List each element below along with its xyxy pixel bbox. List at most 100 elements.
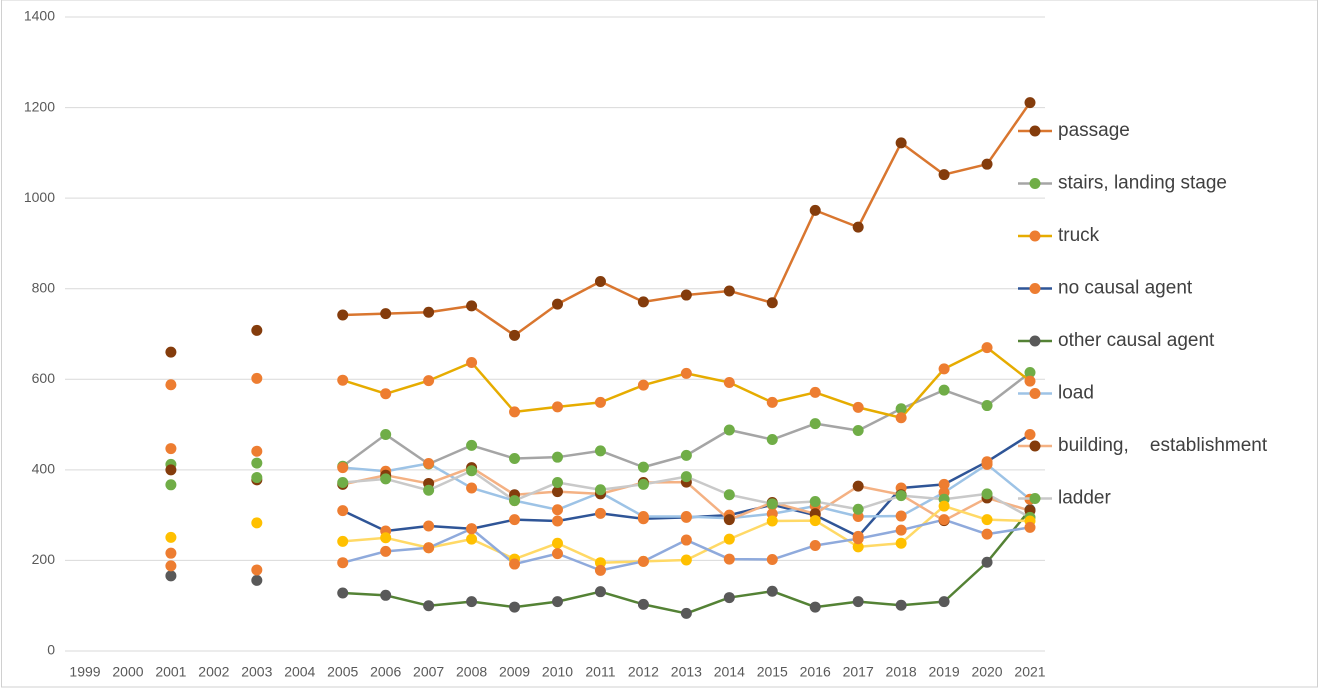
x-tick-label: 2017 (843, 664, 874, 680)
legend-marker (1029, 283, 1041, 294)
data-point (552, 596, 563, 608)
data-point (552, 451, 563, 463)
x-tick-label: 1999 (69, 664, 100, 680)
data-point (466, 533, 478, 545)
data-point (895, 537, 907, 549)
x-tick-label: 2021 (1014, 664, 1045, 680)
x-tick-label: 2011 (585, 664, 615, 680)
data-point (509, 558, 521, 570)
data-point (380, 545, 392, 557)
x-tick-label: 2018 (886, 664, 917, 680)
data-point (981, 458, 993, 470)
data-point (594, 557, 606, 569)
data-point (852, 503, 864, 515)
data-point (766, 498, 778, 510)
x-tick-label: 2016 (800, 664, 831, 680)
data-point (809, 515, 821, 527)
data-point (552, 548, 563, 560)
data-point (337, 309, 349, 321)
data-point (423, 542, 435, 554)
data-point (680, 289, 692, 301)
data-point (552, 298, 563, 310)
series-line (342, 346, 1031, 420)
x-tick-label: 2003 (241, 664, 272, 680)
data-point (981, 488, 993, 500)
data-point (766, 515, 778, 527)
y-tick-label: 600 (32, 370, 56, 386)
data-point (380, 532, 392, 544)
data-point (766, 396, 778, 408)
data-point (251, 517, 263, 529)
data-point (337, 535, 349, 547)
data-point (251, 457, 263, 469)
data-point (895, 599, 907, 611)
data-point (723, 376, 735, 388)
data-point (594, 445, 606, 457)
data-point (852, 596, 864, 608)
x-tick-label: 2015 (757, 664, 788, 680)
data-point (723, 533, 735, 545)
data-point (552, 504, 563, 516)
data-point (938, 500, 950, 512)
data-point (165, 464, 177, 476)
data-point (895, 403, 907, 415)
legend-label: truck (1058, 225, 1100, 246)
data-point (1024, 97, 1036, 109)
data-point (509, 495, 521, 507)
data-point (552, 401, 563, 413)
data-point (766, 554, 778, 566)
x-tick-label: 2020 (971, 664, 1002, 680)
data-point (895, 490, 907, 502)
data-point (509, 329, 521, 341)
data-point (380, 429, 392, 441)
data-point (637, 598, 649, 610)
legend-label: ladder (1058, 488, 1111, 509)
data-point (680, 554, 692, 566)
data-point (594, 586, 606, 598)
data-point (680, 534, 692, 546)
data-point (723, 592, 735, 604)
x-tick-label: 2009 (499, 664, 530, 680)
data-point (423, 458, 435, 470)
data-point (251, 372, 263, 384)
data-point (809, 539, 821, 551)
data-point (423, 306, 435, 318)
legend-label: passage (1058, 120, 1130, 141)
data-point (337, 374, 349, 386)
data-point (165, 570, 177, 582)
data-point (809, 496, 821, 508)
data-point (938, 363, 950, 375)
data-point (594, 396, 606, 408)
data-point (251, 574, 263, 586)
x-tick-label: 2001 (155, 664, 186, 680)
data-point (509, 514, 521, 526)
data-point (938, 169, 950, 181)
data-point (723, 285, 735, 297)
y-tick-label: 200 (32, 551, 56, 567)
y-tick-label: 1400 (24, 8, 55, 24)
data-point (637, 555, 649, 567)
data-point (423, 375, 435, 387)
legend-marker (1029, 178, 1041, 189)
data-point (165, 560, 177, 572)
legend-label: no causal agent (1058, 278, 1193, 299)
data-point (380, 388, 392, 400)
data-point (337, 557, 349, 569)
x-tick-label: 2014 (714, 664, 745, 680)
data-point (251, 324, 263, 336)
data-point (165, 379, 177, 391)
data-point (552, 486, 563, 498)
legend-marker (1029, 335, 1041, 347)
data-point (594, 275, 606, 287)
x-tick-label: 2004 (284, 664, 315, 680)
data-point (423, 600, 435, 612)
data-point (852, 424, 864, 436)
x-tick-label: 2010 (542, 664, 573, 680)
data-point (380, 473, 392, 485)
y-tick-label: 800 (32, 279, 56, 295)
data-point (809, 386, 821, 398)
data-point (766, 585, 778, 597)
data-point (895, 412, 907, 424)
data-point (251, 564, 263, 576)
